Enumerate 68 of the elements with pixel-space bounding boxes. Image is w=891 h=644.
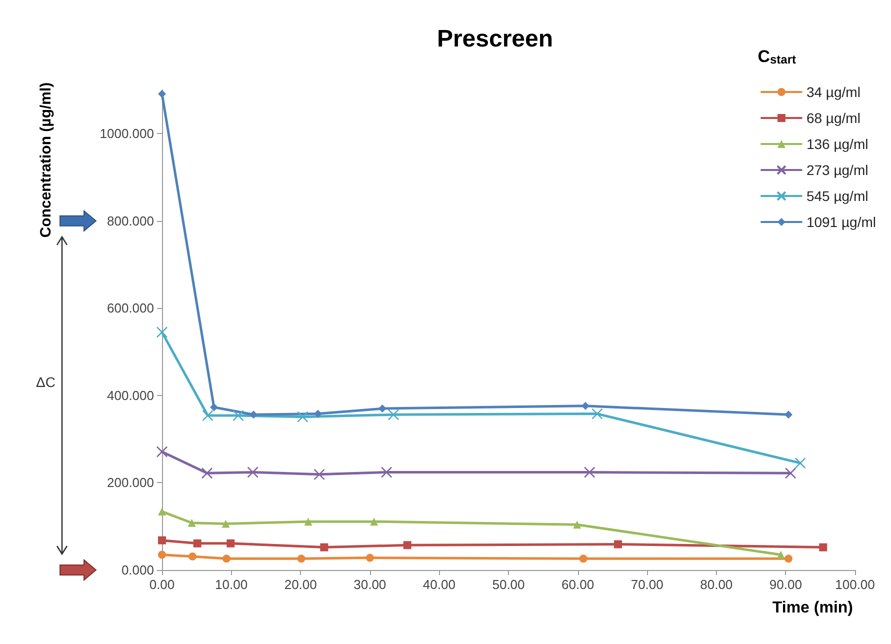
point bbox=[156, 326, 168, 338]
point bbox=[202, 410, 214, 422]
point bbox=[314, 410, 322, 418]
point bbox=[784, 554, 792, 563]
y-axis-title: Concentration (µg/ml) bbox=[38, 82, 54, 238]
point bbox=[247, 466, 258, 478]
x-tick-label: 20.00 bbox=[284, 577, 317, 592]
x-tick-label: 50.00 bbox=[492, 577, 525, 592]
point bbox=[210, 403, 218, 412]
point bbox=[614, 540, 622, 548]
y-tick-label: 0.000 bbox=[121, 562, 154, 578]
x-tick-label: 80.00 bbox=[700, 577, 733, 592]
x-tick-label: 10.00 bbox=[215, 577, 248, 592]
legend-label: 1091 µg/ml bbox=[806, 214, 876, 230]
legend-title: Cstart bbox=[758, 47, 796, 66]
legend-label: 273 µg/ml bbox=[806, 162, 868, 178]
x-tick-label: 100.00 bbox=[835, 577, 875, 592]
point bbox=[188, 518, 196, 527]
legend-label: 34 µg/ml bbox=[806, 84, 860, 100]
point bbox=[366, 554, 374, 562]
point bbox=[158, 90, 166, 98]
point bbox=[158, 536, 166, 544]
point bbox=[222, 554, 230, 563]
x-tick-label: 40.00 bbox=[422, 577, 456, 592]
y-tick-label: 400.000 bbox=[107, 388, 154, 403]
point bbox=[304, 518, 312, 526]
point bbox=[297, 554, 306, 563]
point bbox=[156, 446, 168, 458]
legend-label: 136 µg/ml bbox=[806, 136, 868, 152]
point bbox=[403, 541, 412, 550]
point bbox=[579, 554, 588, 563]
legend-label: 545 µg/ml bbox=[806, 188, 868, 204]
x-tick-label: 90.00 bbox=[769, 577, 802, 592]
point bbox=[573, 520, 582, 529]
point bbox=[320, 543, 328, 552]
y-tick-label: 600.000 bbox=[107, 300, 154, 316]
y-tick-label: 800.000 bbox=[107, 213, 154, 228]
point bbox=[370, 518, 378, 526]
point bbox=[819, 543, 828, 552]
point bbox=[201, 467, 213, 479]
point bbox=[378, 404, 386, 413]
point bbox=[314, 468, 325, 480]
point bbox=[226, 539, 235, 548]
point bbox=[249, 410, 258, 419]
point bbox=[388, 409, 400, 420]
point bbox=[232, 410, 244, 422]
point bbox=[158, 550, 166, 559]
chart-title: Prescreen bbox=[436, 26, 554, 52]
x-axis-title: Time (min) bbox=[772, 600, 853, 616]
point bbox=[784, 467, 796, 479]
point bbox=[297, 411, 308, 422]
x-tick-label: 0.00 bbox=[149, 577, 175, 592]
text: ΔC bbox=[36, 374, 56, 390]
point bbox=[584, 466, 596, 478]
y-tick-label: 1000.000 bbox=[100, 126, 154, 142]
point bbox=[776, 550, 785, 559]
legend-label: 68 µg/ml bbox=[806, 110, 860, 126]
x-tick-label: 70.00 bbox=[630, 577, 664, 592]
point bbox=[794, 457, 806, 469]
point bbox=[222, 520, 230, 528]
point bbox=[188, 552, 196, 560]
point bbox=[380, 466, 392, 478]
point bbox=[193, 539, 202, 548]
x-tick-label: 30.00 bbox=[354, 577, 386, 592]
x-tick-label: 60.00 bbox=[562, 577, 594, 592]
y-tick-label: 200.000 bbox=[107, 475, 154, 490]
point bbox=[158, 508, 166, 516]
point bbox=[592, 408, 603, 420]
